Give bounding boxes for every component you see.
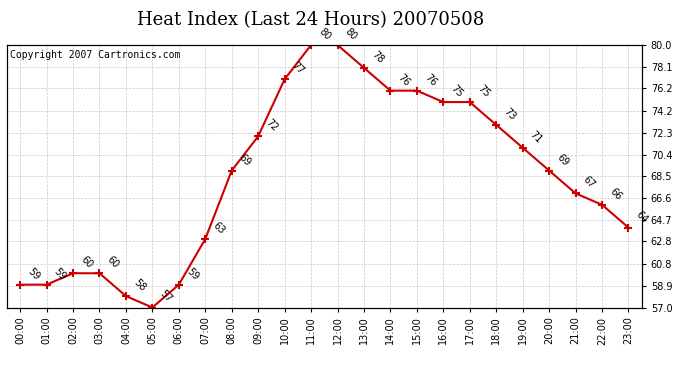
Text: 76: 76	[396, 72, 412, 88]
Text: 60: 60	[79, 255, 95, 270]
Text: 66: 66	[608, 186, 623, 202]
Text: 57: 57	[158, 289, 174, 305]
Text: 58: 58	[132, 278, 147, 293]
Text: 59: 59	[26, 266, 41, 282]
Text: 75: 75	[449, 83, 465, 99]
Text: 59: 59	[184, 266, 200, 282]
Text: 60: 60	[105, 255, 121, 270]
Text: Copyright 2007 Cartronics.com: Copyright 2007 Cartronics.com	[10, 50, 181, 60]
Text: 76: 76	[422, 72, 438, 88]
Text: 67: 67	[581, 175, 597, 190]
Text: 69: 69	[555, 152, 571, 168]
Text: 63: 63	[211, 220, 226, 236]
Text: 71: 71	[529, 129, 544, 145]
Text: 75: 75	[475, 83, 491, 99]
Text: 72: 72	[264, 118, 279, 134]
Text: 78: 78	[370, 49, 385, 65]
Text: 69: 69	[237, 152, 253, 168]
Text: 80: 80	[317, 27, 333, 42]
Text: Heat Index (Last 24 Hours) 20070508: Heat Index (Last 24 Hours) 20070508	[137, 11, 484, 29]
Text: 80: 80	[343, 27, 359, 42]
Text: 64: 64	[634, 209, 650, 225]
Text: 59: 59	[52, 266, 68, 282]
Text: 73: 73	[502, 106, 518, 122]
Text: 77: 77	[290, 60, 306, 76]
